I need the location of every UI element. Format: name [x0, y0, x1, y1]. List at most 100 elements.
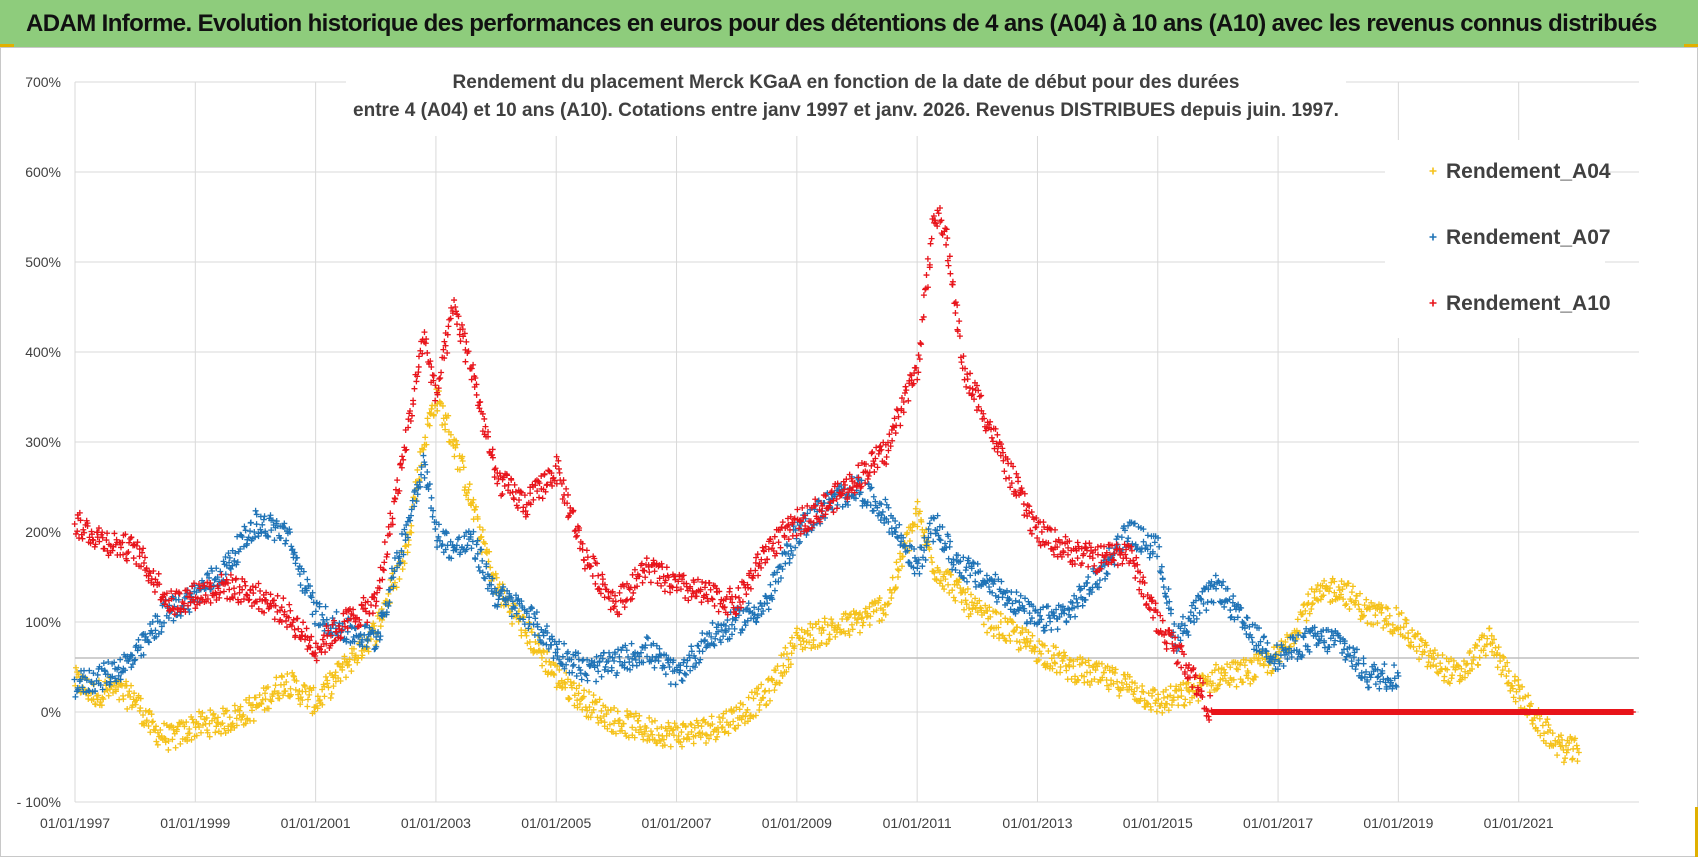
data-point — [777, 680, 783, 686]
data-point — [680, 678, 686, 684]
data-point — [789, 635, 795, 641]
data-point — [608, 606, 614, 612]
data-point — [895, 566, 901, 572]
data-point — [532, 615, 538, 621]
data-point — [430, 514, 436, 520]
data-point — [860, 622, 866, 628]
data-point — [581, 557, 587, 563]
data-point — [304, 625, 310, 631]
data-point — [880, 509, 886, 515]
data-point — [111, 530, 117, 536]
data-point — [399, 453, 405, 459]
data-point — [914, 377, 920, 383]
data-point — [968, 591, 974, 597]
data-point — [442, 421, 448, 427]
data-point — [986, 584, 992, 590]
data-point — [287, 608, 293, 614]
data-point — [394, 477, 400, 483]
data-point — [1305, 591, 1311, 597]
data-point — [140, 545, 146, 551]
data-point — [606, 650, 612, 656]
data-point — [463, 339, 469, 345]
data-point — [1409, 627, 1415, 633]
data-point — [131, 555, 137, 561]
data-point — [441, 339, 447, 345]
report-header: ADAM Informe. Evolution historique des p… — [0, 0, 1698, 47]
data-point — [970, 391, 976, 397]
data-point — [667, 664, 673, 670]
data-point — [929, 236, 935, 242]
data-point — [927, 520, 933, 526]
data-point — [474, 541, 480, 547]
data-point — [934, 223, 940, 229]
data-point — [1471, 654, 1477, 660]
data-point — [294, 555, 300, 561]
data-point — [137, 705, 143, 711]
data-point — [128, 683, 134, 689]
data-point — [573, 534, 579, 540]
data-point — [437, 375, 443, 381]
data-point — [565, 492, 571, 498]
data-point — [495, 596, 501, 602]
data-point — [1391, 662, 1397, 668]
data-point — [1058, 664, 1064, 670]
data-point — [1029, 633, 1035, 639]
data-point — [896, 567, 902, 573]
data-point — [212, 729, 218, 735]
data-point — [967, 370, 973, 376]
data-point — [253, 508, 259, 514]
data-point — [271, 537, 277, 543]
data-point — [964, 579, 970, 585]
data-point — [928, 555, 934, 561]
data-point — [1230, 593, 1236, 599]
data-point — [152, 627, 158, 633]
data-point — [494, 481, 500, 487]
data-point — [615, 708, 621, 714]
data-point — [599, 674, 605, 680]
data-point — [994, 609, 1000, 615]
data-point — [1055, 626, 1061, 632]
data-point — [1434, 669, 1440, 675]
data-point — [445, 323, 451, 329]
data-point — [124, 550, 130, 556]
data-point — [590, 573, 596, 579]
data-point — [282, 541, 288, 547]
data-point — [1203, 607, 1209, 613]
data-point — [570, 663, 576, 669]
data-point — [381, 559, 387, 565]
data-point — [1075, 603, 1081, 609]
data-point — [930, 539, 936, 545]
data-point — [1115, 533, 1121, 539]
data-point — [348, 668, 354, 674]
data-point — [884, 454, 890, 460]
data-point — [1554, 752, 1560, 758]
data-point — [120, 696, 126, 702]
data-point — [1515, 677, 1521, 683]
data-point — [784, 651, 790, 657]
data-point — [709, 713, 715, 719]
data-point — [135, 637, 141, 643]
data-point — [735, 585, 741, 591]
data-point — [1561, 759, 1567, 765]
data-point — [502, 483, 508, 489]
data-point — [1250, 639, 1256, 645]
data-point — [1361, 661, 1367, 667]
data-point — [1021, 501, 1027, 507]
data-point — [943, 242, 949, 248]
data-point — [524, 633, 530, 639]
data-point — [324, 680, 330, 686]
data-point — [1016, 599, 1022, 605]
data-point — [622, 604, 628, 610]
data-point — [305, 696, 311, 702]
data-point — [1186, 662, 1192, 668]
data-point — [944, 235, 950, 241]
data-point — [396, 576, 402, 582]
data-point — [742, 619, 748, 625]
data-point — [1139, 683, 1145, 689]
data-point — [165, 747, 171, 753]
data-point — [708, 587, 714, 593]
data-point — [760, 545, 766, 551]
data-point — [683, 672, 689, 678]
data-point — [142, 555, 148, 561]
data-point — [1159, 710, 1165, 716]
